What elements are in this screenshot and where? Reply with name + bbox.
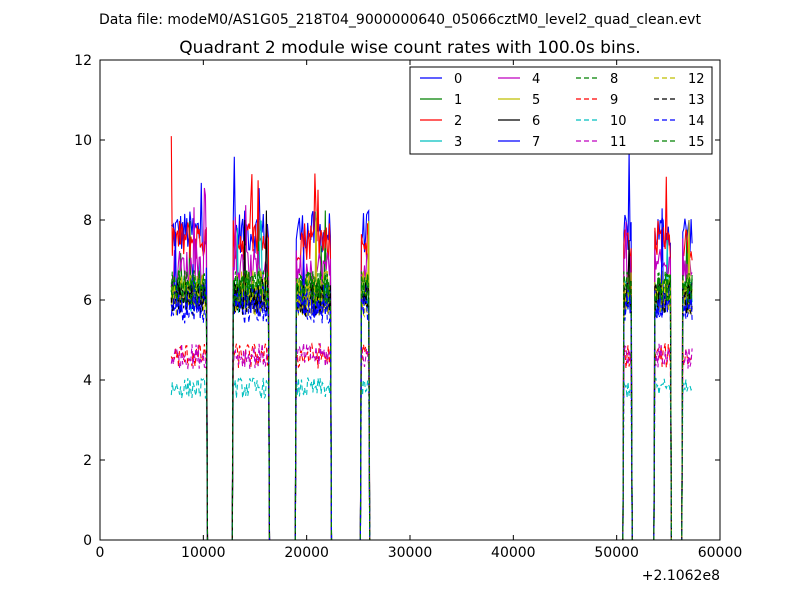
x-tick-label: 20000 <box>284 545 329 561</box>
y-tick-label: 8 <box>83 213 92 229</box>
legend-label-4: 4 <box>532 72 540 87</box>
legend-label-0: 0 <box>454 72 462 87</box>
y-tick-label: 4 <box>83 373 92 389</box>
legend-label-3: 3 <box>454 135 462 150</box>
y-tick-label: 12 <box>74 53 92 69</box>
y-tick-label: 10 <box>74 133 92 149</box>
legend-label-1: 1 <box>454 93 462 108</box>
legend-label-9: 9 <box>610 93 618 108</box>
legend-label-14: 14 <box>688 114 705 129</box>
y-tick-label: 6 <box>83 293 92 309</box>
legend-label-13: 13 <box>688 93 705 108</box>
x-tick-label: 60000 <box>698 545 743 561</box>
legend-label-2: 2 <box>454 114 462 129</box>
legend-label-12: 12 <box>688 72 705 87</box>
x-tick-label: 10000 <box>181 545 226 561</box>
legend-label-7: 7 <box>532 135 540 150</box>
legend-label-10: 10 <box>610 114 627 129</box>
chart-title: Quadrant 2 module wise count rates with … <box>179 38 640 58</box>
x-tick-label: 40000 <box>491 545 536 561</box>
y-tick-label: 2 <box>83 453 92 469</box>
x-offset-label: +2.1062e8 <box>642 568 720 584</box>
data-file-suptitle: Data file: modeM0/AS1G05_218T04_90000006… <box>99 12 701 28</box>
legend-label-6: 6 <box>532 114 540 129</box>
legend-label-11: 11 <box>610 135 627 150</box>
legend-label-5: 5 <box>532 93 540 108</box>
legend-box <box>409 66 713 155</box>
x-tick-label: 0 <box>96 545 105 561</box>
y-tick-label: 0 <box>83 533 92 549</box>
x-tick-label: 30000 <box>388 545 433 561</box>
x-tick-label: 50000 <box>594 545 639 561</box>
legend-label-15: 15 <box>688 135 705 150</box>
plot-frame <box>99 59 721 541</box>
legend-label-8: 8 <box>610 72 618 87</box>
